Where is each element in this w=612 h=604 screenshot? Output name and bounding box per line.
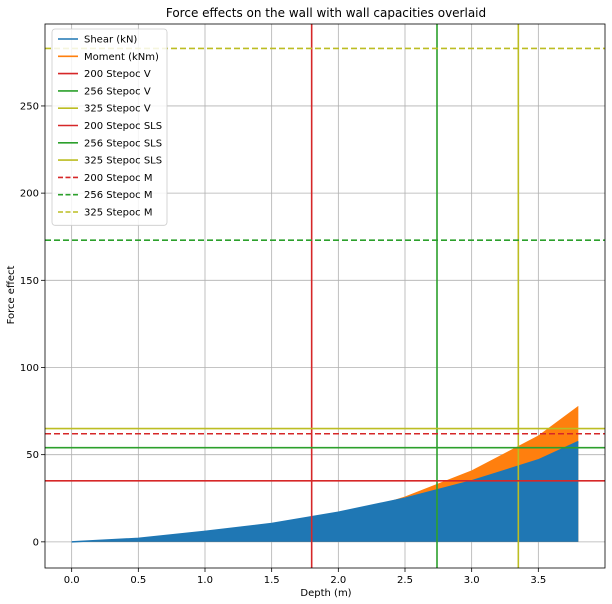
x-tick-label: 2.5 [397,575,413,586]
y-tick-label: 50 [26,450,39,461]
legend-entry-label: 325 Stepoc V [84,104,151,115]
legend-entry-label: 200 Stepoc V [84,69,151,80]
legend-entry-label: 200 Stepoc SLS [84,121,162,132]
legend-entry-label: Shear (kN) [84,35,137,46]
x-tick-label: 1.5 [264,575,280,586]
legend: Shear (kN) Moment (kNm) 200 Stepoc V 256 St… [51,28,168,226]
series-line-shear [71,440,579,543]
x-tick-label: 3.5 [530,575,546,586]
x-tick-label: 3.0 [464,575,480,586]
legend-entry-label: 256 Stepoc V [84,86,151,97]
y-axis-label: Force effect [6,266,17,325]
legend-entry-label: 325 Stepoc SLS [84,156,162,167]
y-tick-label: 100 [20,363,39,374]
legend-box [51,28,168,226]
series-area-shear [71,441,579,542]
legend-entry-label: 200 Stepoc M [84,173,152,184]
legend-entry-label: Moment (kNm) [84,52,159,63]
x-tick-label: 0.5 [130,575,146,586]
legend-entry-label: 325 Stepoc M [84,208,152,219]
legend-entry-label: 256 Stepoc SLS [84,138,162,149]
y-tick-label: 200 [20,189,39,200]
y-tick-label: 0 [33,537,39,548]
x-tick-label: 0.0 [64,575,80,586]
x-axis-label: Depth (m) [300,588,351,599]
x-tick-label: 1.0 [197,575,213,586]
y-tick-label: 250 [20,101,39,112]
x-tick-label: 2.0 [330,575,346,586]
plot-frame [44,23,606,569]
y-tick-label: 150 [20,276,39,287]
plot-area: 0.0 0.5 1.0 1.5 2.0 2.5 3.0 3.5 0 50 100 150 200 250 S… [20,23,606,586]
chart-title: Force effects on the wall with wall capa… [166,6,486,20]
legend-entry-label: 256 Stepoc M [84,190,152,201]
